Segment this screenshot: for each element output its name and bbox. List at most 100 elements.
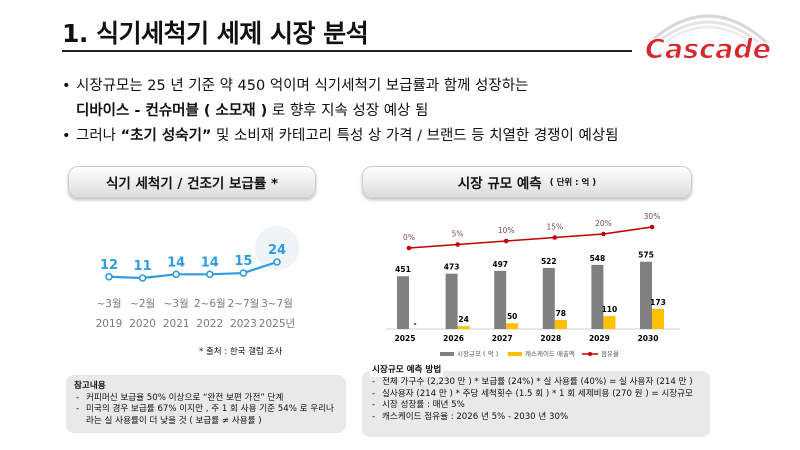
x-tick-label-bottom: 2022 [196, 318, 223, 330]
x-tick-label: 2030 [638, 334, 659, 343]
bar-label-market: 473 [444, 263, 460, 272]
series-line [108, 260, 278, 280]
x-tick-label-bottom: 2025년 [259, 318, 295, 330]
x-tick-label: 2028 [540, 334, 561, 343]
share-point [649, 224, 655, 230]
bar-label-cascade: 110 [602, 305, 618, 314]
bar-cascade [603, 316, 616, 329]
notes-right-item: 시장 성장률 : 매년 5% [370, 400, 702, 412]
x-tick-label-top: 3~7월 [261, 298, 293, 310]
data-point [273, 258, 281, 266]
left-panel-header: 식기 세척기 / 건조기 보급률 * [68, 166, 316, 198]
left-panel-heading: 식기 세척기 / 건조기 보급률 * [105, 176, 279, 192]
title-underline [62, 50, 632, 52]
x-tick-label-bottom: 2020 [129, 318, 156, 330]
legend-swatch-share-dot [588, 352, 592, 356]
notes-right-item: 전체 가구수 (2,230 만 ) * 보급률 (24%) * 실 사용률 (4… [370, 377, 702, 389]
data-label: 15 [234, 254, 252, 269]
bullet-2: • 그러나 “초기 성숙기” 및 소비재 카테고리 특성 상 가격 / 브랜드 등… [62, 128, 619, 144]
bar-cascade [457, 326, 470, 329]
x-tick-label-bottom: 2019 [96, 318, 123, 330]
bullet-1-rest: 로 향후 지속 성장 예상 됨 [267, 103, 429, 119]
bar-label-market: 548 [590, 254, 606, 263]
share-point [406, 245, 412, 251]
x-tick-label-top: ~3월 [96, 298, 121, 310]
x-tick-label-top: ~3월 [164, 298, 189, 310]
notes-right-title: 시장규모 예측 방법 [370, 365, 444, 377]
bar-label-cascade: 50 [507, 312, 517, 321]
data-label: 14 [167, 255, 185, 270]
share-line [408, 226, 653, 249]
x-tick-label-top: 2~7월 [227, 298, 259, 310]
source-note: * 출처 : 한국 갤럽 조사 [199, 347, 283, 357]
share-point [552, 235, 558, 240]
share-label: 30% [644, 212, 661, 221]
bar-market [397, 276, 409, 329]
bar-cascade [652, 308, 664, 329]
bar-label-market: 497 [492, 260, 508, 269]
bar-label-cascade: 78 [556, 309, 566, 318]
data-label: 12 [100, 258, 118, 273]
legend-label-cascade: 캐스케이드 매출액 [525, 349, 575, 358]
page-title: 1. 식기세척기 세제 시장 분석 [62, 19, 369, 48]
bar-market [542, 267, 555, 329]
bar-market [640, 261, 652, 329]
x-tick-label: 2026 [443, 334, 464, 343]
x-tick-label: 2029 [589, 334, 610, 343]
bullet-2-rest: 및 소비재 카테고리 특성 상 가격 / 브랜드 등 치열한 경쟁이 예상됨 [211, 128, 619, 144]
x-tick-label-top: ~2월 [130, 298, 155, 310]
bullet-1-cont: 디바이스 - 컨슈머블 ( 소모재 ) 로 향후 지속 성장 예상 됨 [76, 99, 428, 120]
bullet-1-bold: 디바이스 - 컨슈머블 ( 소모재 ) [76, 103, 268, 119]
data-label: 11 [134, 259, 152, 274]
share-label: 5% [452, 230, 464, 239]
x-tick-label: 2025 [395, 334, 416, 343]
logo-text: Cascade [645, 34, 771, 65]
data-point [105, 272, 113, 281]
share-label: 20% [595, 219, 612, 228]
legend-swatch-market [440, 352, 454, 356]
share-label: 10% [498, 226, 515, 235]
cascade-logo: Cascade [645, 14, 771, 66]
legend-swatch-cascade [508, 352, 522, 356]
market-size-bar-chart: 451 - 2025 473 24 2026 497 50 2027 522 78 2028 548 11… [386, 212, 680, 358]
legend-label-market: 시장규모 ( 억 ) [457, 349, 498, 358]
notes-left-box: 참고내용 커피머신 보급율 50% 이상으로 “완전 보편 가전” 단계 미국의… [66, 375, 346, 433]
legend-label-share: 점유율 [601, 350, 619, 358]
x-tick-label-top: 2~6월 [194, 298, 226, 310]
share-point [503, 238, 509, 244]
share-label: 0% [403, 233, 415, 242]
bar-cascade [554, 319, 567, 329]
bar-market [591, 264, 604, 329]
bar-cascade [506, 323, 519, 329]
x-tick-label-bottom: 2023 [230, 318, 257, 330]
data-point [172, 270, 180, 279]
bar-label-market: 575 [638, 251, 654, 260]
notes-left-item: 미국의 경우 보급률 67% 이지만 , 주 1 회 사용 기준 54% 로 우… [74, 404, 338, 427]
bullet-1-text: 시장규모는 25 년 기준 약 450 억이며 식기세척기 보급률과 함께 성장… [76, 78, 529, 94]
bar-label-market: 451 [395, 265, 411, 274]
right-panel-heading: 시장 규모 예측 [457, 176, 542, 192]
data-point [138, 274, 147, 282]
data-point [239, 269, 248, 277]
notes-right-box: 시장규모 예측 방법 전체 가구수 (2,230 만 ) * 보급률 (24%)… [362, 365, 710, 437]
share-point [601, 231, 606, 237]
notes-left-item: 커피머신 보급율 50% 이상으로 “완전 보편 가전” 단계 [74, 393, 338, 405]
data-label: 14 [201, 255, 219, 270]
highlight-halo [255, 226, 299, 270]
data-point [206, 270, 214, 279]
share-point [455, 242, 460, 247]
bullet-2-pre: 그러나 [76, 128, 121, 144]
share-label: 15% [546, 223, 563, 232]
bullet-1: • 시장규모는 25 년 기준 약 450 억이며 식기세척기 보급률과 함께 성… [62, 78, 529, 94]
penetration-line-chart: 12 ~3월 2019 11 ~2월 2020 14 ~3월 2021 14 2~6월 2022 15 2… [96, 226, 299, 330]
bar-label-cascade-missing: - [413, 319, 416, 328]
x-tick-label-bottom: 2021 [163, 318, 190, 330]
data-label: 24 [268, 243, 286, 258]
bullet-2-bold: “초기 성숙기” [120, 128, 212, 144]
notes-right-item: 실사용자 (214 만 ) * 주당 세척횟수 (1.5 회 ) * 1 회 세… [370, 389, 702, 401]
notes-right-item: 캐스케이드 점유율 : 2026 년 5% - 2030 년 30% [370, 412, 702, 424]
bar-label-cascade: 24 [458, 315, 468, 324]
right-panel-unit: ( 단위 : 억 ) [549, 178, 597, 188]
bar-market [494, 270, 507, 329]
bar-market [445, 273, 458, 329]
